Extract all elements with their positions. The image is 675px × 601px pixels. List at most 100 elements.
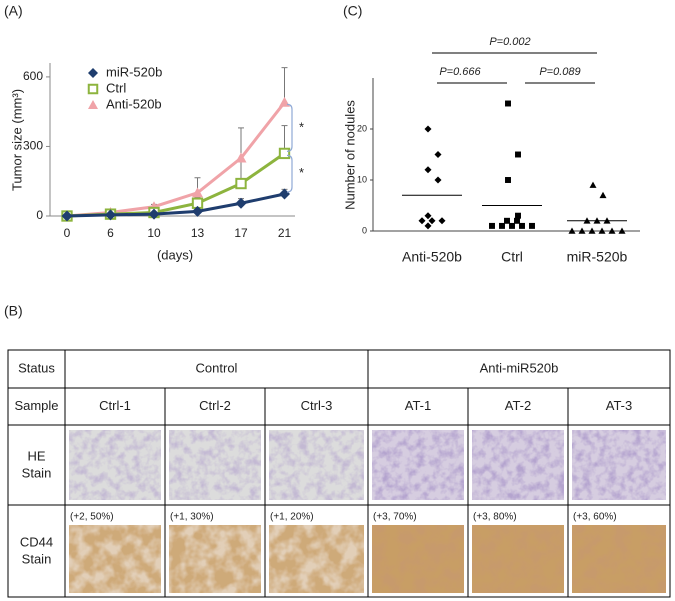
series-line (66, 192, 285, 218)
marker (434, 176, 442, 184)
y-tick-label: 300 (23, 139, 43, 153)
table-border (7, 349, 671, 598)
x-tick-label: 21 (278, 226, 292, 240)
series-line (66, 101, 286, 218)
marker (192, 205, 203, 217)
cd44-image (572, 525, 666, 593)
bracket (286, 154, 293, 193)
marker (529, 222, 535, 229)
he-image (572, 430, 666, 500)
sample-name: AT-2 (505, 398, 532, 413)
cd44-image (269, 525, 364, 593)
row-header: HE (27, 448, 45, 463)
p-value: P=0.089 (539, 66, 580, 78)
marker (608, 227, 616, 234)
stain-score: (+1, 20%) (270, 512, 314, 523)
cd44-image (169, 525, 261, 593)
marker (568, 227, 576, 234)
series-line (66, 152, 286, 218)
marker (418, 217, 426, 225)
row-header: Stain (22, 551, 52, 566)
marker (88, 100, 98, 109)
marker (505, 100, 511, 107)
sample-name: AT-3 (606, 398, 633, 413)
sample-name: AT-1 (405, 398, 432, 413)
marker (424, 222, 432, 230)
marker (87, 83, 99, 95)
x-tick-label: miR-520b (567, 249, 628, 265)
y-tick-label: 0 (362, 225, 367, 235)
marker (515, 212, 521, 219)
he-image (69, 430, 161, 500)
y-tick-label: 10 (357, 174, 367, 184)
stain-score: (+3, 80%) (473, 512, 517, 523)
x-tick-label: 10 (147, 226, 161, 240)
marker (61, 210, 73, 222)
marker (489, 222, 495, 229)
y-axis-label: Number of nodules (342, 100, 357, 210)
annotation: * (299, 165, 304, 180)
group-header: Control (196, 360, 238, 375)
marker (279, 188, 290, 200)
marker (192, 187, 203, 198)
he-image (169, 430, 261, 500)
marker (428, 217, 436, 225)
marker (519, 222, 525, 229)
p-value: P=0.002 (489, 36, 530, 48)
he-image (372, 430, 464, 500)
sample-name: Ctrl-2 (199, 398, 231, 413)
marker (148, 208, 160, 220)
marker (424, 212, 432, 220)
cd44-image (372, 525, 464, 593)
row-header: Sample (14, 398, 58, 413)
stain-score: (+3, 60%) (573, 512, 617, 523)
marker (514, 217, 520, 224)
panel-label: (B) (4, 303, 23, 319)
row-header: CD44 (20, 534, 53, 549)
marker (235, 177, 247, 190)
cd44-image (472, 525, 564, 593)
marker (88, 68, 98, 78)
x-tick-label: 6 (107, 226, 114, 240)
marker (438, 217, 446, 225)
row-header: Status (18, 360, 55, 375)
y-tick-label: 0 (36, 208, 43, 222)
legend-label: Ctrl (106, 80, 126, 95)
p-value: P=0.666 (439, 66, 481, 78)
marker (235, 152, 247, 163)
y-tick-label: 600 (23, 69, 43, 83)
y-axis-label: Tumor size (mm³) (9, 89, 24, 191)
x-tick-label: 0 (64, 226, 71, 240)
he-image (472, 430, 564, 500)
marker (434, 151, 442, 158)
marker (279, 96, 290, 107)
stain-score: (+3, 70%) (373, 512, 417, 523)
marker (618, 227, 626, 234)
panel-label: (C) (343, 3, 362, 19)
he-image (269, 430, 364, 500)
marker (588, 227, 596, 234)
marker (589, 181, 597, 188)
x-tick-label: 13 (191, 226, 205, 240)
marker (515, 151, 521, 158)
sample-name: Ctrl-3 (301, 398, 333, 413)
x-axis-label: (days) (157, 247, 193, 262)
marker (105, 209, 116, 221)
marker (504, 217, 510, 224)
marker (599, 191, 607, 199)
y-tick-label: 20 (357, 123, 367, 133)
marker (424, 166, 432, 174)
marker (578, 227, 586, 234)
cd44-image (69, 525, 161, 593)
marker (424, 125, 432, 133)
marker (509, 222, 515, 229)
stain-score: (+2, 50%) (70, 512, 114, 523)
panel-label: (A) (4, 3, 23, 19)
group-header: Anti-miR520b (480, 360, 559, 375)
sample-name: Ctrl-1 (99, 398, 131, 413)
x-tick-label: Ctrl (501, 249, 523, 265)
legend-label: Anti-520b (106, 96, 162, 111)
marker (278, 147, 291, 160)
stain-score: (+1, 30%) (170, 512, 214, 523)
